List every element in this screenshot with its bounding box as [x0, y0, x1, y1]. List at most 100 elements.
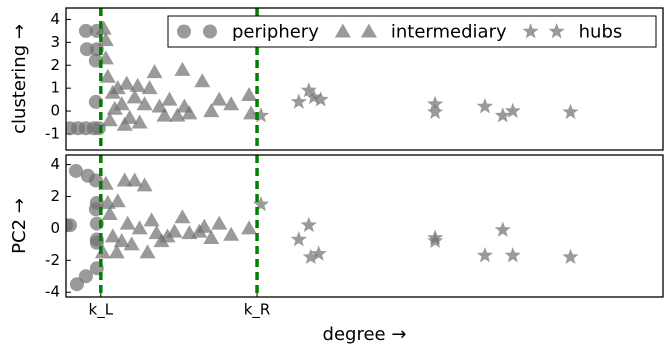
point: [300, 216, 317, 233]
point: [118, 75, 135, 90]
point: [136, 177, 153, 192]
point: [159, 228, 176, 243]
legend-marker: [360, 23, 377, 38]
point: [151, 98, 168, 113]
y-tick-label: 1: [50, 79, 60, 97]
point: [427, 103, 444, 120]
point: [174, 61, 191, 76]
legend-marker: [177, 24, 191, 39]
point: [109, 193, 126, 208]
point: [290, 231, 307, 247]
point: [99, 68, 116, 83]
point: [427, 95, 444, 112]
point: [131, 220, 148, 235]
point: [562, 103, 579, 120]
point: [241, 87, 258, 102]
point: [174, 209, 191, 224]
legend-label: intermediary: [391, 22, 507, 43]
point: [243, 105, 260, 120]
point: [146, 64, 163, 79]
point: [194, 73, 211, 88]
y-tick-label: 2: [50, 187, 60, 205]
point: [252, 107, 270, 123]
point: [196, 218, 213, 233]
point: [79, 42, 94, 57]
point: [68, 163, 83, 178]
legend-marker: [548, 23, 565, 39]
point: [95, 20, 112, 35]
point: [203, 229, 220, 244]
point: [310, 245, 327, 261]
point: [494, 221, 511, 237]
x-tick-label: k_L: [89, 301, 114, 320]
point: [108, 244, 125, 259]
point: [139, 244, 156, 259]
y-tick-label: 4: [50, 155, 60, 173]
point: [476, 98, 493, 114]
point: [109, 80, 126, 95]
point: [223, 96, 240, 111]
point: [161, 91, 178, 106]
axes-frame: [65, 7, 664, 151]
point: [211, 91, 228, 106]
point: [504, 247, 521, 263]
legend-label: periphery: [232, 22, 319, 43]
point: [126, 172, 143, 187]
y-tick-label: -1: [45, 124, 60, 142]
point: [126, 89, 143, 104]
y-axis-label: clustering →: [9, 24, 30, 134]
point: [252, 196, 270, 212]
point: [302, 248, 319, 264]
point: [136, 96, 153, 111]
point: [101, 112, 118, 127]
point: [562, 248, 579, 264]
y-tick-label: -2: [45, 251, 60, 269]
point: [106, 100, 123, 115]
point: [143, 212, 160, 227]
point: [78, 23, 93, 38]
point: [241, 220, 258, 235]
y-tick-label: -4: [45, 283, 60, 301]
point: [156, 107, 173, 122]
point: [97, 32, 114, 47]
point: [427, 232, 444, 248]
x-axis-label: degree →: [323, 324, 407, 345]
point: [169, 107, 186, 122]
point: [166, 223, 183, 238]
point: [129, 77, 146, 92]
legend-label: hubs: [579, 22, 623, 43]
point: [131, 114, 148, 129]
x-tick-label: k_R: [244, 301, 271, 320]
axes-frame: [65, 154, 664, 298]
point: [290, 93, 307, 109]
point: [203, 103, 220, 118]
y-axis-label: PC2 →: [9, 198, 30, 254]
y-tick-label: 3: [50, 33, 60, 51]
point: [66, 218, 77, 233]
point: [300, 82, 317, 98]
point: [312, 91, 329, 107]
point: [69, 277, 84, 292]
y-tick-label: 0: [50, 219, 60, 237]
point: [104, 228, 121, 243]
point: [211, 215, 228, 230]
point: [476, 247, 493, 263]
point: [181, 105, 198, 120]
point: [504, 102, 521, 118]
y-tick-label: 4: [50, 10, 60, 28]
y-tick-label: 0: [50, 102, 60, 120]
legend-marker: [522, 23, 539, 39]
point: [223, 226, 240, 241]
point: [116, 116, 133, 131]
point: [305, 88, 322, 105]
legend-box: [167, 15, 657, 48]
point: [113, 233, 130, 248]
point: [123, 236, 140, 251]
point: [141, 80, 158, 95]
legend-marker: [334, 23, 351, 38]
point: [494, 107, 511, 123]
point: [101, 206, 118, 221]
point: [78, 269, 93, 284]
y-tick-label: 2: [50, 56, 60, 74]
